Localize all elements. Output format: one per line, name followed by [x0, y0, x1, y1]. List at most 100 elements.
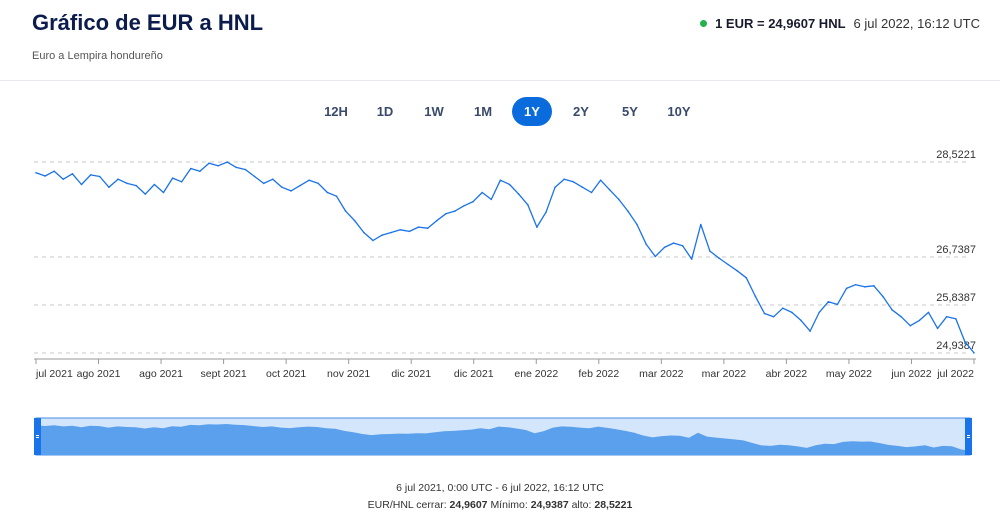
data-point — [71, 173, 74, 175]
x-tick-label: abr 2022 — [766, 368, 808, 380]
data-point — [171, 177, 174, 179]
x-tick-label: ago 2021 — [139, 368, 183, 380]
data-point — [117, 178, 119, 180]
x-tick-label: ene 2022 — [514, 368, 558, 380]
data-point — [135, 184, 137, 187]
data-point — [527, 204, 529, 206]
data-point — [927, 311, 930, 314]
data-point — [244, 168, 247, 171]
data-point — [645, 243, 647, 245]
data-point — [281, 186, 283, 188]
data-point — [144, 193, 147, 195]
data-point — [800, 319, 802, 322]
data-point — [98, 175, 101, 178]
x-tick-label: may 2022 — [826, 368, 872, 380]
data-point — [408, 230, 411, 233]
live-rate: 1 EUR = 24,9607 HNL 6 jul 2022, 16:12 UT… — [700, 16, 980, 31]
data-point — [599, 179, 602, 181]
range-1y-button[interactable]: 1Y — [512, 97, 552, 126]
data-point — [964, 340, 966, 343]
data-point — [636, 223, 638, 226]
data-point — [563, 178, 565, 180]
rate-value: 1 EUR = 24,9607 HNL — [715, 16, 846, 31]
data-point — [126, 182, 128, 185]
range-1d-button[interactable]: 1D — [365, 97, 405, 126]
date-range-text: 6 jul 2021, 0:00 UTC - 6 jul 2022, 16:12… — [396, 482, 604, 494]
data-point — [754, 295, 757, 298]
min-value: 24,9387 — [530, 499, 569, 511]
data-point — [572, 181, 575, 183]
data-point — [317, 182, 320, 185]
data-point — [153, 183, 156, 186]
data-point — [863, 286, 866, 288]
x-tick-label: sept 2021 — [201, 368, 247, 380]
close-value: 24,9607 — [449, 499, 488, 511]
data-point — [554, 186, 556, 188]
data-point — [608, 189, 611, 191]
summary-stats: EUR/HNL cerrar: 24,9607 Mínimo: 24,9387 … — [0, 499, 1000, 511]
data-point — [718, 257, 720, 259]
data-point — [344, 210, 347, 212]
data-point — [53, 170, 55, 172]
x-tick-label: jun 2022 — [890, 368, 931, 380]
data-point — [836, 303, 839, 306]
min-label: Mínimo: — [490, 499, 528, 511]
data-point — [672, 242, 675, 244]
range-5y-button[interactable]: 5Y — [610, 97, 650, 126]
data-point — [108, 186, 110, 188]
data-point — [62, 178, 65, 180]
data-point — [791, 311, 793, 314]
data-point — [435, 219, 438, 222]
navigator-left-handle[interactable] — [34, 418, 41, 455]
y-tick-label: 26,7387 — [936, 244, 976, 256]
data-point — [326, 191, 329, 194]
close-label: EUR/HNL cerrar: — [367, 499, 447, 511]
data-point — [390, 231, 393, 234]
range-12h-button[interactable]: 12H — [316, 97, 356, 126]
range-selector: 12H 1D 1W 1M 1Y 2Y 5Y 10Y — [316, 97, 708, 126]
data-point — [353, 219, 356, 222]
range-navigator[interactable] — [0, 410, 1000, 460]
data-point — [445, 213, 447, 215]
data-point — [818, 311, 820, 314]
data-point — [490, 198, 493, 201]
data-point — [918, 319, 921, 322]
range-2y-button[interactable]: 2Y — [561, 97, 601, 126]
x-tick-label: jul 2021 — [35, 368, 73, 380]
data-point — [508, 183, 511, 186]
data-point — [809, 330, 811, 332]
range-1w-button[interactable]: 1W — [414, 97, 454, 126]
x-tick-label: dic 2021 — [454, 368, 494, 380]
x-tick-label: mar 2022 — [639, 368, 684, 380]
x-tick-label: dic 2021 — [391, 368, 431, 380]
data-point — [909, 324, 912, 327]
data-point — [827, 301, 830, 303]
data-point — [581, 186, 584, 188]
data-point — [763, 312, 766, 315]
max-label: alto: — [571, 499, 592, 511]
data-point — [882, 295, 884, 298]
data-point — [545, 211, 547, 213]
rate-line-chart[interactable]: 28,5221 26,7387 25,8387 24,9387 jul 2021 ago … — [0, 140, 1000, 390]
data-point — [226, 161, 228, 163]
data-point — [481, 191, 484, 194]
range-1m-button[interactable]: 1M — [463, 97, 503, 126]
data-point — [690, 258, 693, 260]
data-point — [727, 263, 729, 266]
data-point — [845, 287, 848, 290]
navigator-right-handle[interactable] — [965, 418, 972, 455]
data-point — [44, 175, 46, 177]
data-point — [217, 165, 219, 167]
data-point — [381, 234, 383, 236]
chart-header: Gráfico de EUR a HNL Euro a Lempira hond… — [0, 0, 1000, 81]
data-point — [900, 315, 902, 318]
data-point — [945, 315, 948, 318]
data-point — [335, 195, 338, 197]
y-tick-label: 28,5221 — [936, 149, 976, 161]
data-point — [89, 174, 92, 176]
data-point — [772, 315, 775, 318]
data-point — [782, 307, 784, 309]
range-10y-button[interactable]: 10Y — [659, 97, 699, 126]
data-point — [472, 200, 474, 203]
data-point — [208, 162, 210, 164]
